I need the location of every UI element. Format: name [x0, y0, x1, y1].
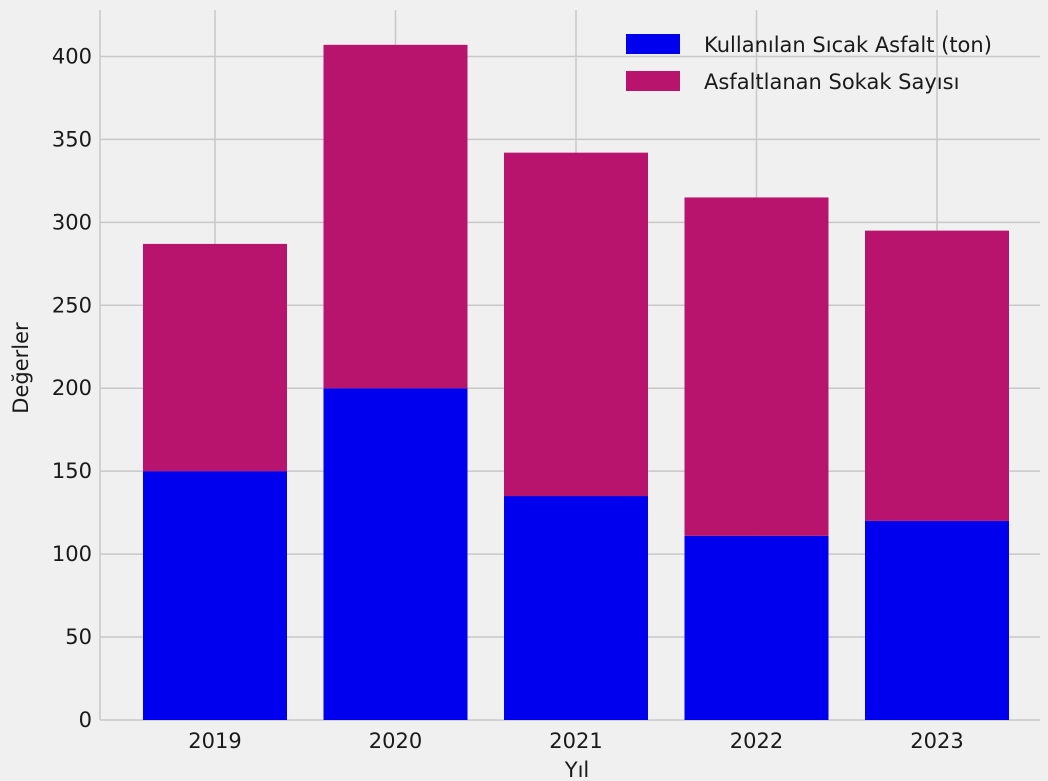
legend-label-series-1: Kullanılan Sıcak Asfalt (ton) [704, 33, 992, 57]
y-axis-ticks: 0 50 100 150 200 250 300 350 400 [52, 44, 92, 732]
y-tick-label: 400 [52, 44, 92, 68]
y-tick-label: 0 [79, 708, 92, 732]
bar-2023-series-2 [865, 230, 1009, 521]
y-tick-label: 250 [52, 293, 92, 317]
y-tick-label: 200 [52, 376, 92, 400]
bar-2019-series-2 [143, 243, 287, 472]
x-axis-ticks: 2019 2020 2021 2022 2023 [188, 729, 963, 753]
legend-swatch-series-1 [626, 34, 680, 54]
y-tick-label: 350 [52, 127, 92, 151]
x-tick-label: 2022 [730, 729, 783, 753]
x-tick-label: 2023 [910, 729, 963, 753]
legend-swatch-series-2 [626, 71, 680, 91]
y-tick-label: 50 [65, 625, 92, 649]
x-axis-label: Yıl [564, 758, 590, 781]
bar-2022-series-1 [684, 535, 829, 720]
legend-label-series-2: Asfaltlanan Sokak Sayısı [704, 70, 959, 94]
bar-2019-series-1 [143, 471, 287, 720]
legend: Kullanılan Sıcak Asfalt (ton) Asfaltlana… [626, 33, 992, 94]
y-axis-label: Değerler [9, 322, 33, 414]
x-tick-label: 2020 [369, 729, 422, 753]
y-tick-label: 150 [52, 459, 92, 483]
x-tick-label: 2019 [188, 729, 241, 753]
bar-2020-series-2 [323, 44, 468, 389]
bars [143, 44, 1009, 720]
bar-2023-series-1 [865, 520, 1009, 720]
bar-2021-series-1 [504, 496, 648, 720]
y-tick-label: 100 [52, 542, 92, 566]
x-tick-label: 2021 [549, 729, 602, 753]
bar-2021-series-2 [504, 152, 648, 497]
bar-2020-series-1 [323, 388, 468, 720]
y-tick-label: 300 [52, 210, 92, 234]
bar-2022-series-2 [684, 197, 829, 536]
